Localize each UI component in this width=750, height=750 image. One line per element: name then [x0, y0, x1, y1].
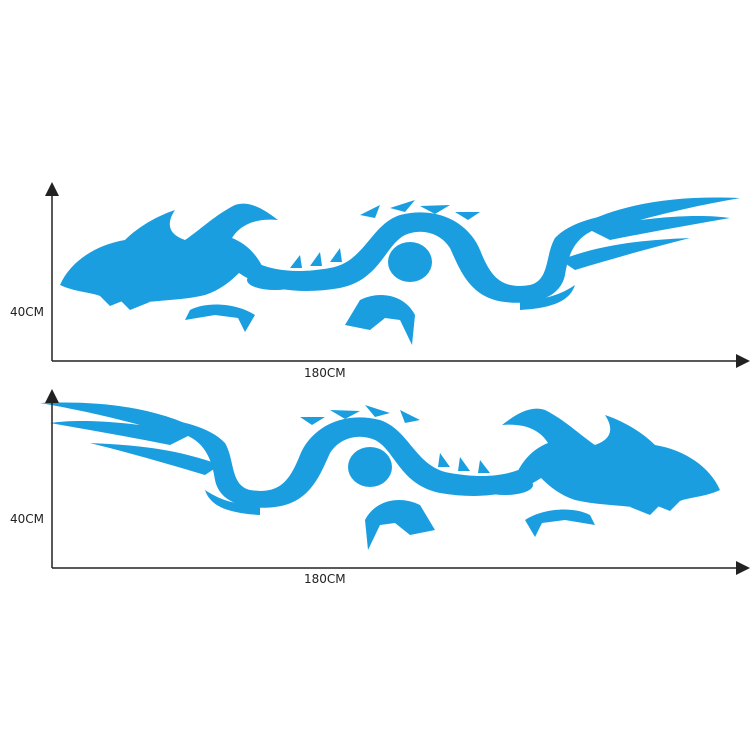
dragon-decal-head-left [60, 197, 740, 345]
width-label: 180CM [304, 366, 346, 380]
width-label: 180CM [304, 572, 346, 586]
arrow-right-icon [736, 354, 750, 368]
arrow-right-icon [736, 561, 750, 575]
dimension-axes-bottom [45, 389, 750, 575]
arrow-up-icon [45, 389, 59, 403]
height-label: 40CM [10, 512, 45, 526]
dragon-decal-head-right [40, 402, 720, 550]
arrow-up-icon [45, 182, 59, 196]
dimension-axes-top [45, 182, 750, 368]
height-label: 40CM [10, 305, 45, 319]
